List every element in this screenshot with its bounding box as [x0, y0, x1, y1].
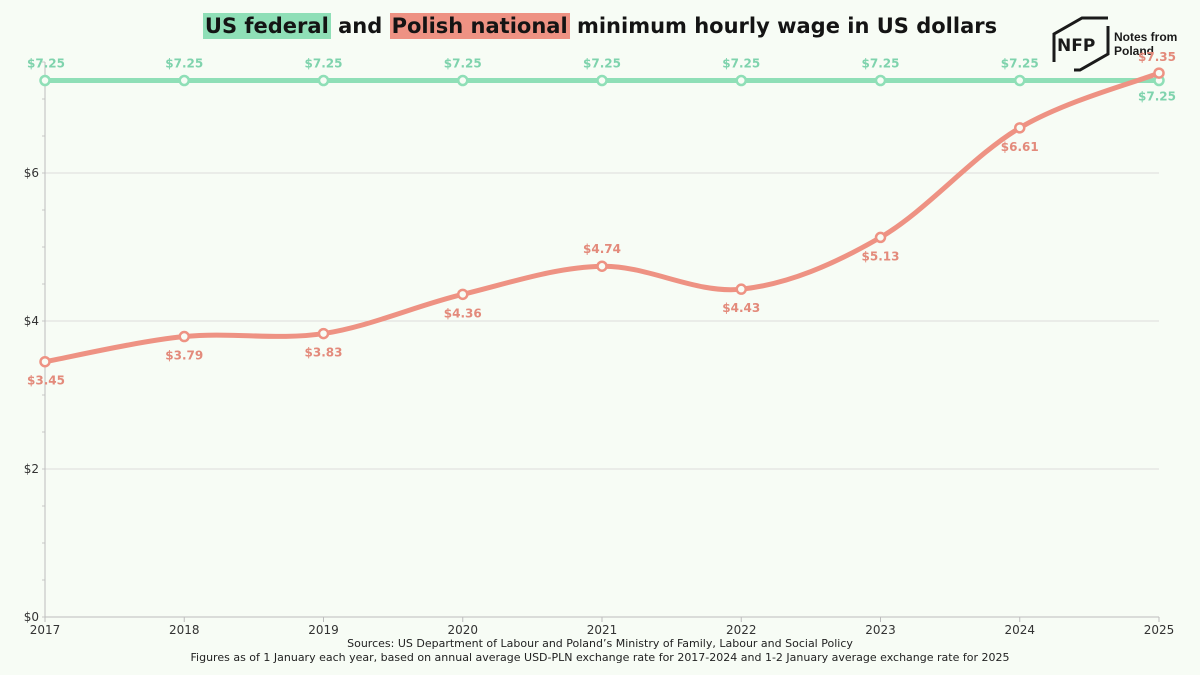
polish-national-point [596, 260, 608, 272]
chart-title: US federal and Polish national minimum h… [0, 13, 1200, 39]
title-rest: minimum hourly wage in US dollars [569, 14, 998, 38]
us-federal-data-label: $7.25 [444, 57, 482, 71]
polish-national-data-label: $4.36 [444, 306, 482, 320]
notes-from-poland-logo: NFP Notes from Poland [1048, 12, 1188, 76]
x-tick-label: 2021 [587, 623, 618, 637]
us-federal-point [874, 74, 887, 87]
polish-national-data-label: $3.83 [305, 346, 343, 360]
nfp-logo-icon: NFP [1052, 16, 1110, 72]
polish-national-point [735, 283, 747, 295]
chart-footer: Sources: US Department of Labour and Pol… [0, 637, 1200, 665]
series-layer [39, 67, 1165, 368]
methodology-note: Figures as of 1 January each year, based… [190, 651, 1010, 664]
title-us-federal: US federal [202, 13, 331, 39]
x-tick-label: 2020 [447, 623, 478, 637]
logo-mark-text: NFP [1057, 36, 1095, 56]
polish-national-point [178, 330, 190, 343]
us-federal-point [39, 74, 51, 87]
us-federal-data-label: $7.25 [583, 57, 621, 71]
logo-line-1: Notes from [1114, 30, 1178, 44]
data-label-layer: $7.25 $7.25 $7.25 $7.25 $7.25 $7.25 $7.25 $7.25… [27, 50, 1176, 388]
polish-national-data-label: $7.35 [1138, 50, 1176, 64]
polish-national-data-label: $4.74 [583, 242, 621, 256]
us-federal-data-label: $7.25 [1138, 90, 1176, 104]
title-polish-national: Polish national [389, 13, 570, 39]
us-federal-data-label: $7.25 [27, 57, 65, 71]
x-tick-label: 2023 [865, 623, 896, 637]
us-federal-data-label: $7.25 [722, 57, 760, 71]
logo-line-2: Poland [1114, 44, 1155, 58]
us-federal-data-label: $7.25 [862, 57, 900, 71]
us-federal-data-label: $7.25 [165, 57, 203, 71]
polish-national-point [39, 355, 51, 368]
grid-layer [45, 172, 1159, 618]
us-federal-point [1014, 74, 1026, 87]
polish-national-point [457, 288, 469, 301]
axis-layer: $0 $2 $4 $6 2017 2018 2019 2020 2021 2022 2023 2024… [24, 61, 1175, 637]
us-federal-point [317, 74, 330, 87]
x-tick-label: 2019 [308, 623, 339, 637]
y-tick-label: $4 [24, 314, 39, 328]
y-tick-label: $2 [24, 462, 39, 476]
us-federal-point [735, 74, 747, 87]
title-and: and [330, 14, 390, 38]
y-tick-label: $0 [24, 610, 39, 624]
polish-national-line [42, 70, 1162, 365]
polish-national-point [874, 231, 887, 244]
polish-national-point [317, 327, 330, 340]
us-federal-data-label: $7.25 [1001, 57, 1039, 71]
polish-national-point [1014, 122, 1026, 134]
polish-national-data-label: $4.43 [722, 301, 760, 315]
x-tick-label: 2025 [1144, 623, 1175, 637]
sources-note: Sources: US Department of Labour and Pol… [347, 637, 853, 650]
x-tick-label: 2018 [169, 623, 200, 637]
logo-text: Notes from Poland [1114, 30, 1194, 58]
us-federal-point [596, 74, 608, 87]
us-federal-data-label: $7.25 [305, 57, 343, 71]
x-tick-label: 2017 [30, 623, 61, 637]
polish-national-data-label: $6.61 [1001, 140, 1039, 154]
x-tick-label: 2024 [1004, 623, 1035, 637]
polish-national-point [1153, 67, 1165, 79]
y-tick-label: $6 [24, 166, 39, 180]
us-federal-point [457, 74, 469, 87]
polish-national-data-label: $3.45 [27, 374, 65, 388]
us-federal-point [178, 74, 190, 87]
polish-national-data-label: $5.13 [862, 249, 900, 263]
polish-national-data-label: $3.79 [165, 349, 203, 363]
x-tick-label: 2022 [726, 623, 757, 637]
